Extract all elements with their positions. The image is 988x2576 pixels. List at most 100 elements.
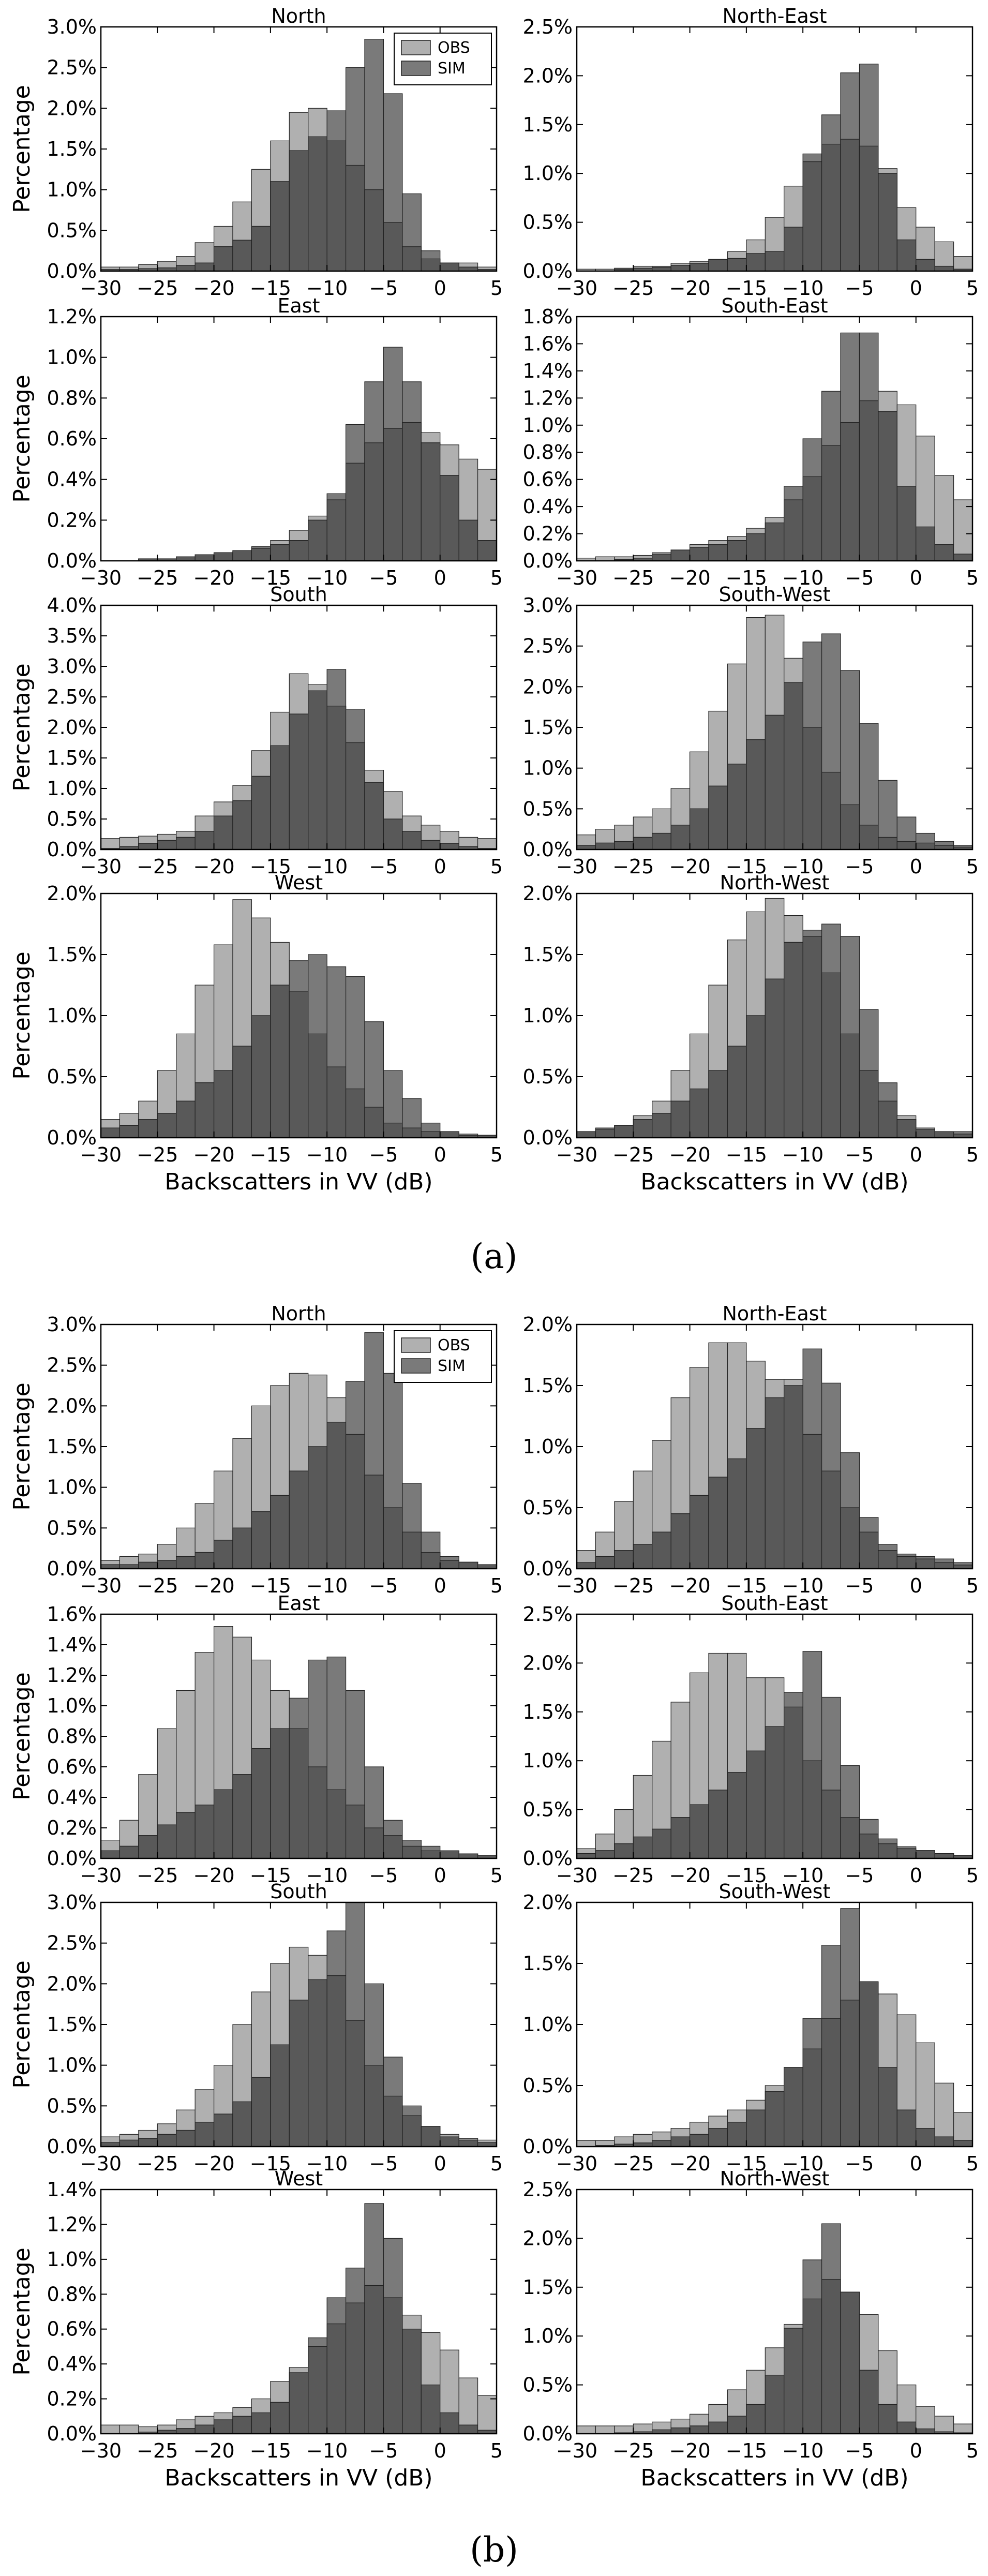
panel-a-north-east-overlap-bar [934, 265, 954, 272]
panel-a-south-east-y-tick-label: 1.4% [522, 360, 573, 382]
panel-b-east-x-tick-label: 5 [490, 1864, 503, 1887]
panel-a-north-overlap-bar [251, 226, 271, 272]
panel-b-north-east-chart: −30 −25 −20 −15 −10 −5 0 5 0.0% 0.5% 1.0% 1.5% 2.0% N… [522, 1302, 979, 1597]
panel-b-north-x-tick-label: 5 [490, 1574, 503, 1597]
panel-b-north-west-x-tick-label: −25 [612, 2439, 654, 2462]
panel-a-east-x-tick-label: −5 [369, 567, 398, 589]
panel-b-north-west-obs-bar [595, 2425, 615, 2434]
panel-a-west-x-tick-label: −30 [80, 1143, 122, 1166]
panel-a-north-east-x-tick-label: −20 [669, 277, 710, 300]
panel-a-east-overlap-bar [270, 544, 290, 561]
panel-b-south-west-overlap-bar [896, 2109, 917, 2147]
panel-a-south-east-y-tick-label: 0.2% [522, 523, 573, 545]
panel-b-north-y-axis-label: Percentage [9, 1382, 35, 1511]
panel-b-north-east-overlap-bar [576, 1562, 596, 1569]
panel-b-south-y-tick-label: 1.0% [47, 2054, 97, 2077]
panel-a-south-chart: −30 −25 −20 −15 −10 −5 0 5 0.0% 0.5% 1.0% 1.5% 2.0% 2… [9, 583, 503, 878]
panel-a-west-bars [100, 899, 497, 1138]
panel-b-north-west-x-tick-label: −5 [845, 2439, 874, 2462]
panel-b-east-y-tick-label: 0.8% [47, 1725, 97, 1748]
panel-a-south-overlap-bar [364, 782, 384, 850]
panel-b-east-bars [100, 1626, 497, 1859]
panel-b-south-chart: −30 −25 −20 −15 −10 −5 0 5 0.0% 0.5% 1.0% 1.5% 2.0% 2… [9, 1880, 503, 2175]
panel-a-north-west-x-tick-label: 0 [910, 1143, 922, 1166]
panel-b-east-overlap-bar [251, 1748, 271, 1859]
panel-b-south-overlap-bar [194, 2122, 215, 2147]
panel-a-east-x-tick-label: 5 [490, 567, 503, 589]
panel-a-north-west-overlap-bar [878, 1100, 897, 1138]
panel-b-west-overlap-bar [213, 2419, 233, 2434]
panel-b-south-title: South [270, 1880, 327, 1903]
panel-a-north-east-overlap-bar [727, 258, 747, 272]
panel-a-north-east-overlap-bar [746, 253, 766, 272]
panel-b-south-west-y-tick-label: 1.0% [522, 2013, 573, 2036]
panel-b-south-east-overlap-bar [878, 1843, 897, 1859]
panel-b-north-west-title: North-West [720, 2167, 830, 2190]
panel-a-west-overlap-bar [326, 1066, 347, 1138]
panel-b-south-west-x-tick-label: −5 [845, 2152, 874, 2175]
panel-b-north-west-x-tick-label: 0 [910, 2439, 922, 2462]
panel-b-east-y-tick-label: 0.6% [47, 1755, 97, 1778]
panel-a-south-east-x-tick-label: −15 [726, 567, 767, 589]
panel-a-north-west-chart: −30 −25 −20 −15 −10 −5 0 5 0.0% 0.5% 1.0% 1.5% 2.0% N… [522, 871, 979, 1195]
panel-a-south-overlap-bar [270, 745, 290, 850]
panel-a-west-x-tick-label: −10 [306, 1143, 348, 1166]
panel-b-south-west-y-tick-label: 1.5% [522, 1952, 573, 1975]
panel-b-west-obs-bar [458, 2377, 478, 2434]
panel-a-south-overlap-bar [326, 706, 347, 850]
panel-a-north-y-tick-label: 2.5% [47, 56, 97, 79]
panel-a-south-east-overlap-bar [689, 547, 709, 561]
panel-a-east-overlap-bar [289, 540, 309, 561]
panel-b-south-west-overlap-bar [746, 2109, 766, 2147]
panel-a-north-overlap-bar [345, 165, 365, 272]
panel-b-north-east-overlap-bar [859, 1531, 879, 1569]
panel-b-north-west-overlap-bar [784, 2328, 803, 2434]
panel-a-north-overlap-bar [194, 262, 215, 272]
panel-b-west-y-tick-label: 1.4% [47, 2178, 97, 2201]
panel-b-south-west-x-tick-label: −30 [556, 2152, 597, 2175]
panel-b-south-x-tick-label: −20 [193, 2152, 234, 2175]
panel-a-south-bars [100, 669, 497, 850]
panel-a-west-x-tick-label: −20 [193, 1143, 234, 1166]
panel-a-north-east-x-tick-label: −10 [782, 277, 824, 300]
panel-b-south-west-title: South-West [718, 1880, 830, 1903]
panel-a-south-east-y-tick-label: 1.8% [522, 305, 573, 328]
panel-a-south-x-tick-label: −25 [137, 855, 178, 878]
panel-a-south-y-tick-label: 3.0% [47, 655, 97, 678]
panel-a-south-west-y-tick-label: 1.0% [522, 757, 573, 780]
panel-b-south-west-y-tick-label: 2.0% [522, 1891, 573, 1914]
panel-b-north-west-overlap-bar [859, 2370, 879, 2434]
panel-a-west-overlap-bar [251, 1015, 271, 1138]
panel-b-west-y-tick-label: 0.4% [47, 2352, 97, 2375]
panel-b-north-west-overlap-bar [821, 2279, 841, 2434]
panel-b-south-east-title: South-East [721, 1592, 828, 1615]
panel-a-south-east-y-tick-label: 0.4% [522, 495, 573, 518]
panel-b-north-east-overlap-bar [689, 1495, 709, 1569]
panel-a-south-west-bars [576, 615, 973, 850]
panel-a-north-east-overlap-bar [708, 259, 728, 272]
panel-a-south-east-x-tick-label: −30 [556, 567, 597, 589]
panel-b-west-obs-bar [119, 2424, 139, 2434]
panel-a-north-west-overlap-bar [614, 1125, 634, 1138]
panel-a-north-y-tick-label: 0.0% [47, 260, 97, 282]
panel-a-north-x-tick-label: −5 [369, 277, 398, 300]
panel-b-east-overlap-bar [138, 1835, 158, 1859]
panel-b-north-overlap-bar [138, 1561, 158, 1569]
panel-b-north-east-y-tick-label: 0.0% [522, 1557, 573, 1580]
panel-b-north-east-y-tick-label: 1.5% [522, 1374, 573, 1397]
panel-b-north-bars [100, 1332, 497, 1569]
panel-b-north-overlap-bar [232, 1527, 252, 1569]
panel-a-north-overlap-bar [176, 265, 196, 272]
panel-a-south-x-tick-label: 0 [434, 855, 446, 878]
panel-b-south-east-x-tick-label: −5 [845, 1864, 874, 1887]
panel-a-south-east-frame [576, 316, 974, 562]
panel-b-south-overlap-bar [383, 2095, 403, 2147]
panel-b-east-x-tick-label: −30 [80, 1864, 122, 1887]
panel-a-north-overlap-bar [364, 189, 384, 272]
panel-a-north-east-y-tick-label: 0.0% [522, 260, 573, 282]
panel-a-south-y-tick-label: 2.0% [47, 716, 97, 739]
panel-a-west-overlap-bar [308, 1033, 327, 1138]
panel-a-north-legend: OBS SIM [394, 33, 492, 85]
panel-b-south-overlap-bar [138, 2138, 158, 2147]
panel-a-east-x-tick-label: 0 [434, 567, 446, 589]
